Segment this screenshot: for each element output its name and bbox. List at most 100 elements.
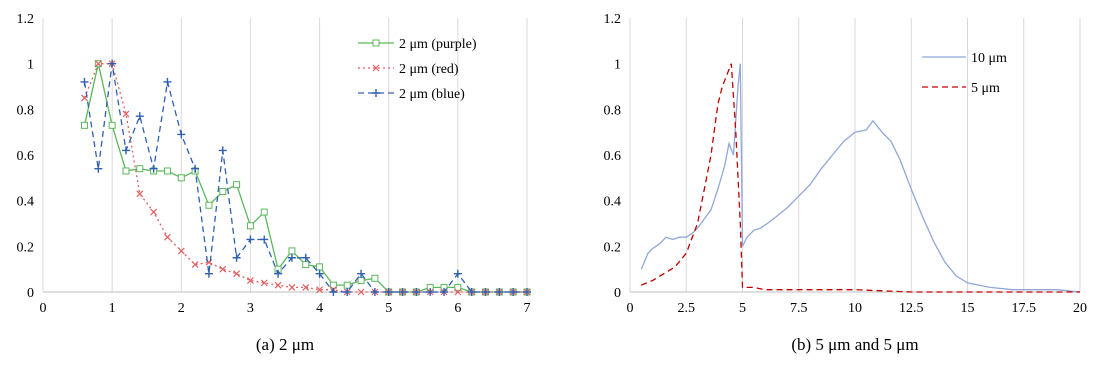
data-point <box>246 222 254 230</box>
x-tick-label: 2.5 <box>678 301 696 316</box>
y-tick-label: 1 <box>614 58 621 73</box>
data-point <box>371 274 379 282</box>
data-point <box>357 269 366 278</box>
data-point <box>122 167 130 175</box>
x-tick-label: 17.5 <box>1012 301 1037 316</box>
y-tick-label: 0.8 <box>17 103 35 118</box>
legend-label: 2 μm (red) <box>399 62 459 77</box>
legend-label: 2 μm (blue) <box>399 87 465 102</box>
x-tick-label: 2 <box>178 301 185 316</box>
data-point <box>316 263 324 271</box>
y-tick-label: 0 <box>27 286 34 301</box>
data-point <box>136 165 144 173</box>
data-point <box>94 164 103 173</box>
series-line <box>83 63 527 293</box>
data-point <box>121 146 130 155</box>
x-tick-label: 7.5 <box>790 301 808 316</box>
data-point <box>191 261 199 269</box>
data-point <box>329 288 338 296</box>
data-point <box>315 269 324 278</box>
y-tick-label: 0.4 <box>17 195 35 210</box>
series-2 <box>641 63 1080 293</box>
x-tick-label: 0 <box>627 301 634 316</box>
data-point <box>398 288 407 296</box>
data-point <box>509 288 518 296</box>
x-tick-label: 7 <box>524 301 531 316</box>
data-point <box>372 39 380 47</box>
x-tick-label: 12.5 <box>899 301 924 316</box>
data-point <box>233 181 241 189</box>
data-point <box>108 59 117 68</box>
data-point <box>94 60 102 68</box>
data-point <box>233 270 241 278</box>
chart-caption: (a) 2 μm <box>256 335 314 354</box>
data-point <box>343 288 352 296</box>
data-point <box>163 167 171 175</box>
data-point <box>204 269 213 278</box>
data-point <box>136 190 144 198</box>
data-point <box>302 284 310 291</box>
data-point <box>288 284 296 291</box>
data-point <box>302 261 310 269</box>
data-point <box>343 281 351 289</box>
data-point <box>440 288 449 296</box>
data-point <box>467 288 476 296</box>
data-point <box>219 265 227 273</box>
data-point <box>218 146 227 155</box>
data-point <box>246 235 255 244</box>
x-tick-label: 5 <box>385 301 392 316</box>
x-tick-label: 3 <box>247 301 254 316</box>
data-point <box>260 208 268 216</box>
series-line <box>640 63 1081 293</box>
data-point <box>80 77 89 86</box>
data-point <box>260 279 268 287</box>
data-point <box>274 269 283 278</box>
data-point <box>149 164 158 173</box>
x-tick-label: 5 <box>739 301 746 316</box>
data-point <box>301 253 310 262</box>
y-tick-label: 0.4 <box>604 195 622 210</box>
data-point <box>177 247 185 255</box>
data-point <box>219 188 227 196</box>
data-point <box>370 288 379 296</box>
x-tick-label: 20 <box>1073 301 1087 316</box>
series-1 <box>640 63 1081 293</box>
y-tick-label: 0.6 <box>17 149 35 164</box>
x-tick-label: 15 <box>961 301 975 316</box>
data-point <box>372 64 380 72</box>
data-point <box>247 277 254 285</box>
data-point <box>426 288 435 296</box>
data-point <box>205 201 213 209</box>
x-tick-label: 6 <box>454 301 461 316</box>
data-point <box>163 77 172 86</box>
y-tick-label: 0.8 <box>604 103 622 118</box>
data-point <box>122 110 130 118</box>
data-point <box>260 235 269 244</box>
data-point <box>177 174 185 182</box>
data-point <box>357 288 365 296</box>
y-tick-label: 0 <box>614 286 621 301</box>
data-point <box>135 112 144 121</box>
data-point <box>288 247 296 255</box>
legend-label: 2 μm (purple) <box>399 37 477 52</box>
data-point <box>384 288 393 296</box>
data-point <box>274 281 282 289</box>
y-tick-label: 1.2 <box>604 12 622 27</box>
legend-label: 5 μm <box>971 81 1000 96</box>
data-point <box>108 121 116 129</box>
data-point <box>177 130 186 139</box>
data-point <box>164 233 171 241</box>
x-tick-label: 0 <box>40 301 47 316</box>
x-tick-label: 1 <box>109 301 116 316</box>
data-point <box>316 286 323 294</box>
chart-2: 0 2.5 5 7.5 10 12.5 15 17.5 20 0 0.2 0.4 0.6 0.8 1 1.2 1… <box>604 12 1088 354</box>
y-tick-label: 0.2 <box>17 240 35 255</box>
y-tick-label: 1.2 <box>17 12 35 27</box>
data-point <box>412 288 421 296</box>
data-point <box>454 288 462 296</box>
data-point <box>191 164 200 173</box>
data-point <box>372 89 380 97</box>
chart-caption: (b) 5 μm and 5 μm <box>791 335 918 354</box>
data-point <box>80 121 88 129</box>
